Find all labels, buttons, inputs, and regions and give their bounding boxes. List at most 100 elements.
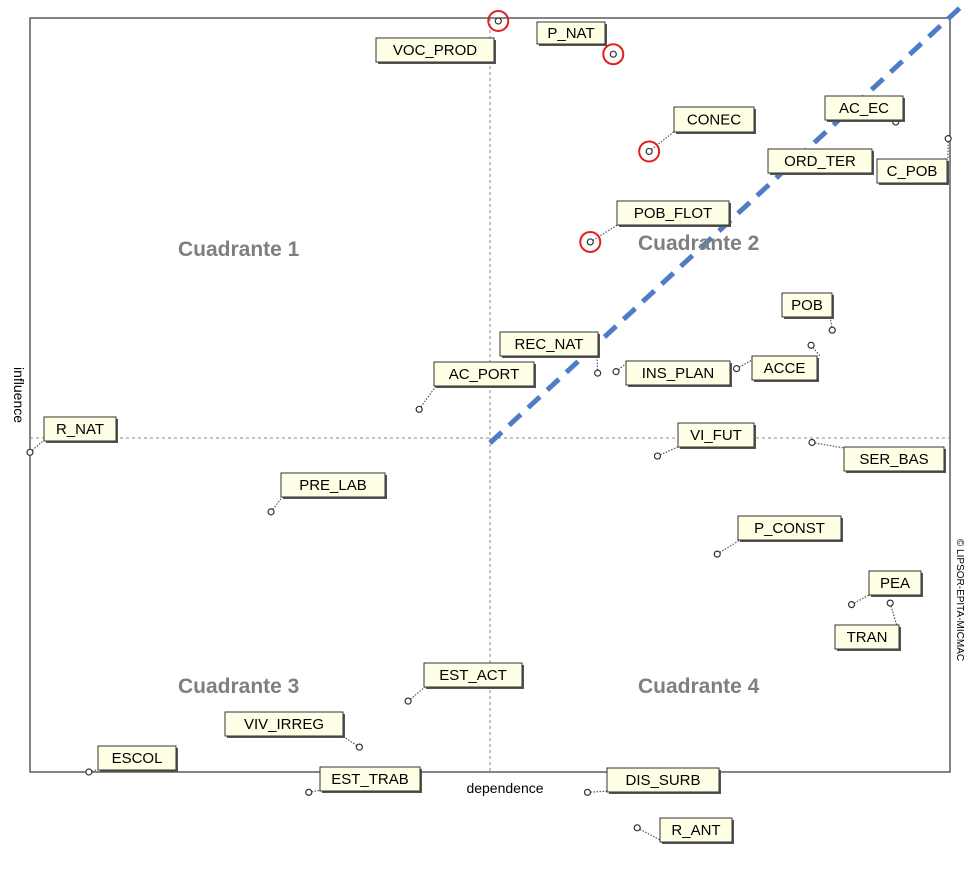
label-p_nat: P_NAT: [536, 21, 607, 46]
label-box: [606, 767, 720, 793]
label-text: P_NAT: [547, 25, 594, 42]
connector-pea: [851, 593, 872, 606]
point-est_act: [404, 697, 412, 705]
point-conec: [645, 147, 653, 156]
label-box: [767, 148, 873, 174]
label-ac_port: AC_PORT: [433, 361, 536, 388]
point-c_pob: [944, 135, 952, 143]
label-vi_fut: VI_FUT: [677, 422, 756, 449]
label-r_nat: R_NAT: [43, 416, 118, 443]
label-box: [659, 817, 733, 843]
point-r_ant: [633, 824, 641, 832]
highlight-circle-pob_flot: [579, 230, 602, 253]
plot-frame: [29, 17, 951, 773]
point-ac_port: [415, 405, 423, 413]
point-pob: [828, 326, 836, 334]
connector-tran: [889, 602, 898, 627]
label-text: EST_TRAB: [331, 771, 409, 788]
connector-p_const: [716, 539, 741, 555]
x-axis-title: dependence: [466, 780, 543, 796]
connector-ac_port: [418, 385, 437, 410]
label-box: [616, 200, 730, 226]
label-ins_plan: INS_PLAN: [625, 360, 732, 387]
point-ser_bas: [808, 438, 816, 447]
label-viv_irreg: VIV_IRREG: [224, 711, 345, 738]
label-box: [536, 21, 606, 45]
label-rec_nat: REC_NAT: [499, 331, 600, 358]
label-text: R_ANT: [671, 822, 720, 839]
connector-r_ant: [636, 827, 663, 842]
label-text: C_POB: [887, 163, 938, 180]
label-text: VOC_PROD: [393, 42, 477, 59]
label-box: [677, 422, 755, 448]
point-pob_flot: [586, 238, 594, 246]
label-ac_ec: AC_EC: [824, 95, 905, 122]
label-dis_surb: DIS_SURB: [606, 767, 721, 794]
label-box: [824, 95, 904, 121]
point-escol: [85, 768, 93, 776]
connector-vi_fut: [657, 445, 681, 457]
connector-pob: [829, 315, 833, 331]
connector-ser_bas: [811, 441, 845, 449]
label-box: [319, 766, 421, 792]
label-box: [834, 624, 900, 650]
connector-est_trab: [308, 789, 323, 793]
point-dis_surb: [583, 788, 592, 796]
highlight-circle-p_nat: [602, 43, 625, 66]
label-pob_flot: POB_FLOT: [616, 200, 731, 227]
label-text: ESCOL: [112, 750, 163, 767]
highlight-circle-conec: [638, 140, 661, 163]
label-text: EST_ACT: [439, 667, 507, 684]
label-ord_ter: ORD_TER: [767, 148, 874, 175]
label-text: DIS_SURB: [625, 772, 700, 789]
label-pea: PEA: [868, 570, 923, 597]
label-box: [737, 515, 842, 541]
label-box: [868, 570, 922, 596]
label-voc_prod: VOC_PROD: [375, 37, 496, 64]
label-box: [43, 416, 117, 442]
point-pre_lab: [267, 508, 275, 516]
label-text: AC_EC: [839, 100, 889, 117]
label-text: VIV_IRREG: [244, 716, 324, 733]
point-p_const: [713, 550, 721, 558]
copyright-text: © LIPSOR-EPITA-MICMAC: [954, 539, 965, 661]
label-escol: ESCOL: [97, 745, 178, 772]
label-text: REC_NAT: [515, 336, 584, 353]
label-text: AC_PORT: [449, 366, 520, 383]
quadrant-1-label: Cuadrante 1: [178, 238, 300, 261]
label-box: [433, 361, 535, 387]
label-text: CONEC: [687, 112, 741, 129]
label-box: [781, 292, 833, 318]
label-text: ORD_TER: [784, 153, 856, 170]
label-text: R_NAT: [56, 421, 104, 438]
label-pre_lab: PRE_LAB: [280, 472, 387, 499]
quadrant-3-label: Cuadrante 3: [178, 675, 299, 698]
label-pob: POB: [781, 292, 834, 319]
point-vi_fut: [653, 452, 662, 460]
point-tran: [886, 599, 894, 607]
point-r_nat: [26, 448, 34, 456]
label-text: PRE_LAB: [299, 477, 367, 494]
label-box: [673, 106, 755, 133]
label-text: INS_PLAN: [642, 365, 715, 382]
label-text: PEA: [880, 575, 910, 592]
point-est_trab: [305, 788, 313, 796]
label-c_pob: C_POB: [876, 158, 949, 185]
point-rec_nat: [594, 369, 602, 377]
label-text: TRAN: [847, 629, 888, 646]
label-text: P_CONST: [754, 520, 825, 537]
label-box: [224, 711, 344, 737]
label-est_act: EST_ACT: [423, 662, 524, 689]
y-axis-title: influence: [11, 367, 27, 423]
label-box: [280, 472, 386, 498]
connector-conec: [648, 129, 677, 152]
label-text: VI_FUT: [690, 427, 742, 444]
label-conec: CONEC: [673, 106, 756, 134]
point-acce_2: [807, 341, 815, 349]
point-voc_prod: [494, 17, 502, 25]
label-text: POB_FLOT: [634, 205, 712, 222]
label-tran: TRAN: [834, 624, 901, 651]
label-p_const: P_CONST: [737, 515, 843, 542]
point-viv_irreg: [355, 743, 363, 751]
